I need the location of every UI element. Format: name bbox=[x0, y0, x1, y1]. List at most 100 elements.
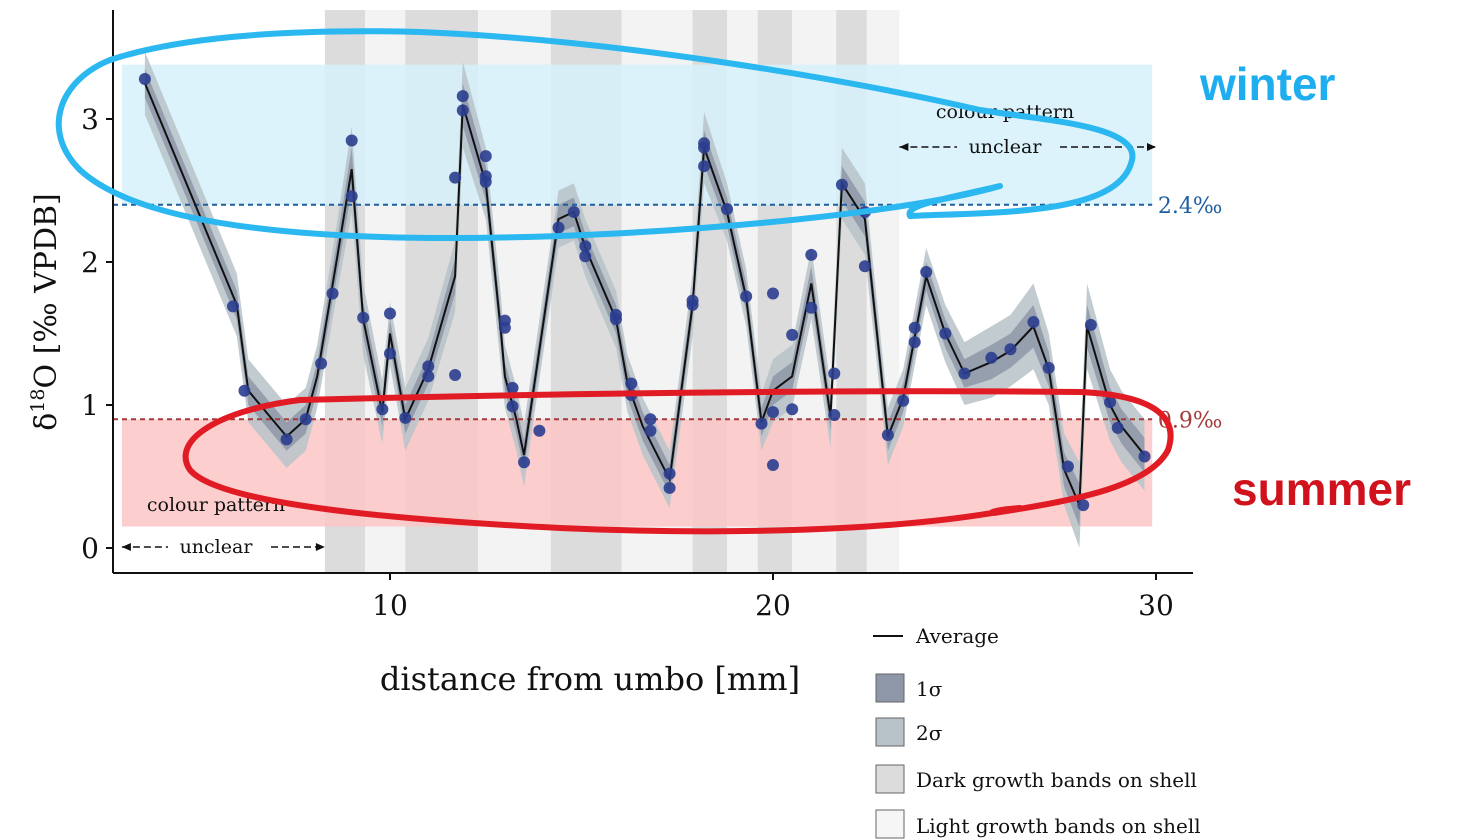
data-point bbox=[609, 308, 622, 321]
data-point bbox=[698, 137, 711, 150]
data-point bbox=[479, 175, 492, 188]
y-tick-label: 1 bbox=[81, 389, 99, 422]
data-point bbox=[908, 336, 921, 349]
data-point bbox=[1111, 421, 1124, 434]
data-point bbox=[767, 406, 779, 419]
data-point bbox=[920, 266, 933, 279]
summer-annotation-loop bbox=[182, 388, 1174, 535]
data-point bbox=[506, 400, 519, 413]
data-point bbox=[1138, 450, 1151, 463]
data-point bbox=[567, 205, 580, 218]
data-point bbox=[376, 403, 389, 416]
winter-range-box bbox=[121, 64, 1153, 205]
winter-threshold-label: 2.4‰ bbox=[1158, 194, 1223, 219]
sigma-envelope-layer bbox=[144, 51, 1145, 549]
data-point bbox=[835, 178, 848, 191]
data-point bbox=[449, 368, 462, 381]
data-point bbox=[422, 360, 435, 373]
data-point bbox=[1061, 460, 1074, 473]
data-point bbox=[767, 459, 779, 472]
legend: Average 1σ 2σ Dark growth bands on shell… bbox=[873, 624, 1201, 839]
data-point bbox=[939, 327, 952, 340]
legend-sigma2-swatch bbox=[875, 717, 905, 747]
data-point bbox=[552, 221, 565, 234]
data-point bbox=[881, 429, 894, 442]
unclear-right-arrowhead-right bbox=[1147, 143, 1156, 151]
data-point bbox=[479, 150, 492, 163]
data-point bbox=[345, 190, 358, 203]
legend-average-label: Average bbox=[915, 624, 999, 648]
data-point bbox=[357, 311, 370, 324]
data-point bbox=[280, 433, 293, 446]
data-point bbox=[384, 307, 396, 320]
legend-sigma1-swatch bbox=[875, 673, 905, 703]
data-point bbox=[345, 134, 358, 147]
x-tick-label: 20 bbox=[755, 589, 791, 622]
summer-label: summer bbox=[1232, 463, 1411, 515]
legend-light-bands-swatch bbox=[875, 809, 905, 839]
data-point bbox=[506, 381, 519, 394]
data-point bbox=[579, 240, 592, 253]
unclear-right-line2: unclear bbox=[969, 136, 1043, 158]
data-point bbox=[498, 321, 511, 334]
y-tick-label: 0 bbox=[81, 532, 99, 565]
data-point bbox=[1077, 499, 1090, 512]
data-point bbox=[686, 298, 699, 311]
data-point bbox=[1084, 318, 1097, 331]
y-tick-label: 3 bbox=[81, 103, 99, 136]
data-point bbox=[315, 357, 328, 370]
legend-sigma2-label: 2σ bbox=[916, 721, 943, 745]
unclear-left-line2: unclear bbox=[180, 536, 254, 558]
data-point bbox=[755, 417, 768, 430]
data-point bbox=[399, 411, 412, 424]
data-point bbox=[786, 403, 799, 416]
data-point bbox=[805, 248, 818, 261]
data-point bbox=[786, 328, 799, 341]
data-point bbox=[985, 351, 998, 364]
x-axis-label: distance from umbo [mm] bbox=[380, 660, 800, 698]
unclear-left-arrowhead-right bbox=[315, 543, 325, 551]
data-point bbox=[384, 347, 396, 360]
sigma1-envelope bbox=[144, 68, 1145, 527]
data-point bbox=[897, 394, 910, 407]
data-point bbox=[767, 287, 779, 300]
data-point bbox=[644, 413, 657, 426]
data-point bbox=[828, 367, 841, 380]
data-point bbox=[663, 481, 676, 494]
axes-layer: 10 20 30 0 1 2 3 bbox=[81, 10, 1193, 622]
data-point bbox=[805, 301, 818, 314]
x-tick-label: 10 bbox=[372, 589, 408, 622]
data-point bbox=[698, 160, 711, 173]
legend-light-bands-label: Light growth bands on shell bbox=[916, 814, 1201, 838]
data-point bbox=[518, 456, 531, 469]
unclear-left-arrowhead-left bbox=[121, 543, 131, 551]
winter-label: winter bbox=[1199, 58, 1336, 110]
data-point bbox=[858, 260, 871, 273]
data-point bbox=[663, 467, 676, 480]
unclear-left-line1: colour pattern bbox=[147, 494, 285, 516]
y-axis-label: δ18O [‰ VPDB] bbox=[27, 193, 64, 431]
data-point bbox=[533, 424, 546, 437]
data-point bbox=[721, 203, 734, 216]
winter-annotation-loop bbox=[55, 28, 1136, 241]
data-points-layer bbox=[138, 72, 1151, 512]
data-point bbox=[226, 300, 239, 313]
legend-dark-bands-swatch bbox=[875, 764, 905, 794]
unclear-right-arrowhead-left bbox=[899, 143, 909, 151]
data-point bbox=[1042, 361, 1055, 374]
legend-sigma1-label: 1σ bbox=[916, 677, 943, 701]
data-point bbox=[138, 72, 151, 85]
data-point bbox=[456, 90, 469, 103]
data-point bbox=[579, 250, 592, 263]
x-tick-label: 30 bbox=[1138, 589, 1174, 622]
data-point bbox=[456, 104, 469, 117]
data-point bbox=[908, 321, 921, 334]
data-point bbox=[422, 370, 435, 383]
data-point bbox=[740, 290, 753, 303]
data-point bbox=[828, 409, 841, 422]
legend-dark-bands-label: Dark growth bands on shell bbox=[916, 768, 1197, 792]
data-point bbox=[1027, 316, 1040, 329]
data-point bbox=[644, 424, 657, 437]
